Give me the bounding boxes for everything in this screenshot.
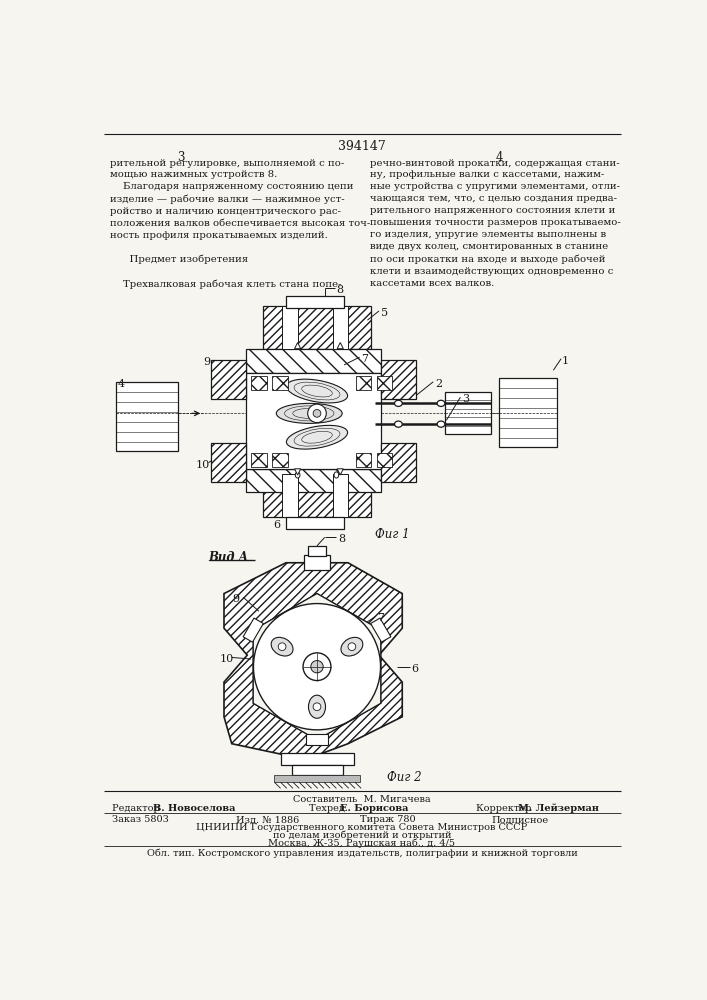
Polygon shape [224,563,402,755]
Polygon shape [337,343,344,349]
Bar [272,376,288,389]
Bar [304,555,330,570]
Bar [292,765,343,774]
Bar [377,376,392,389]
Text: 2: 2 [435,379,442,389]
Bar [381,443,416,482]
Text: М. Лейзерман: М. Лейзерман [518,804,599,813]
Circle shape [348,643,356,651]
Ellipse shape [437,400,445,406]
Bar [356,453,371,466]
Bar [332,474,348,517]
Text: Москва, Ж-35, Раушская наб., д. 4/5: Москва, Ж-35, Раушская наб., д. 4/5 [269,838,455,848]
Bar [263,306,371,349]
Bar [263,474,371,517]
Text: Изд. № 1886: Изд. № 1886 [235,815,299,824]
Text: 6: 6 [273,520,280,530]
Text: 4: 4 [496,151,503,164]
Text: речно-винтовой прокатки, содержащая стани-
ну, профильные валки с кассетами, наж: речно-винтовой прокатки, содержащая стан… [370,158,621,288]
Bar [115,382,177,451]
Text: Фиг 2: Фиг 2 [387,771,421,784]
Ellipse shape [286,379,348,403]
Circle shape [311,661,323,673]
Text: Вид А: Вид А [209,551,249,564]
Bar [282,306,298,349]
Bar [211,360,246,399]
Text: Е. Борисова: Е. Борисова [340,804,409,813]
Text: ЦНИИПИ Государственного комитета Совета Министров СССР: ЦНИИПИ Государственного комитета Совета … [197,823,527,832]
Text: 5: 5 [380,308,387,318]
Text: 1: 1 [562,356,569,366]
Bar [445,392,491,434]
Circle shape [303,653,331,681]
Polygon shape [253,594,381,740]
Text: 9: 9 [232,594,239,604]
Text: 7: 7 [361,354,368,364]
Ellipse shape [271,637,293,656]
Ellipse shape [334,472,339,478]
Text: 6: 6 [411,664,419,674]
Text: 9: 9 [203,357,210,367]
Text: В. Новоселова: В. Новоселова [153,804,235,813]
Text: 10: 10 [220,654,235,664]
Polygon shape [337,469,344,475]
Circle shape [313,410,321,417]
Text: 3: 3 [462,394,469,404]
Bar [381,360,416,399]
Bar [308,546,327,556]
Polygon shape [253,594,381,740]
Circle shape [279,643,286,651]
Bar [246,469,381,492]
Polygon shape [370,618,391,642]
Text: рительной регулировке, выполняемой с по-
мощью нажимных устройств 8.
    Благода: рительной регулировке, выполняемой с по-… [110,158,370,289]
Text: 8: 8 [338,534,345,544]
Text: Тираж 780: Тираж 780 [360,815,415,824]
Bar [211,443,246,482]
Text: Составитель  М. Мигачева: Составитель М. Мигачева [293,795,431,804]
Ellipse shape [308,695,325,718]
Ellipse shape [437,421,445,427]
Text: Фиг 1: Фиг 1 [375,528,410,541]
Bar [251,453,267,466]
Ellipse shape [395,421,402,427]
Text: Корректор: Корректор [476,804,537,813]
Bar [274,774,360,782]
Ellipse shape [395,400,402,406]
Text: 3: 3 [177,151,185,164]
Bar [281,753,354,765]
Bar [282,474,298,517]
Bar [286,517,344,529]
Text: Обл. тип. Костромского управления издательств, полиграфии и книжной торговли: Обл. тип. Костромского управления издате… [146,848,578,858]
Ellipse shape [296,472,300,478]
Bar [356,376,371,389]
Ellipse shape [286,425,348,449]
Bar [272,453,288,466]
Circle shape [253,604,380,730]
Text: 4: 4 [118,379,125,389]
Polygon shape [243,618,264,642]
Text: по делам изобретений и открытий: по делам изобретений и открытий [273,831,451,840]
Bar [332,306,348,349]
Text: Подписное: Подписное [491,815,549,824]
Ellipse shape [341,637,363,656]
Circle shape [308,404,327,423]
Polygon shape [306,734,328,745]
Text: Заказ 5803: Заказ 5803 [112,815,168,824]
Bar [377,453,392,466]
Bar [246,373,381,469]
Bar [251,376,267,389]
Bar [286,296,344,308]
Polygon shape [295,469,300,475]
Text: 8: 8 [337,285,344,295]
Polygon shape [295,343,300,349]
Text: 7: 7 [377,613,384,623]
Text: Редактор: Редактор [112,804,165,813]
Text: Техред: Техред [309,804,351,813]
Text: 394147: 394147 [338,140,386,153]
Bar [246,349,381,373]
Circle shape [313,703,321,711]
Ellipse shape [276,403,342,423]
Bar [499,378,557,447]
Text: 10: 10 [195,460,209,470]
